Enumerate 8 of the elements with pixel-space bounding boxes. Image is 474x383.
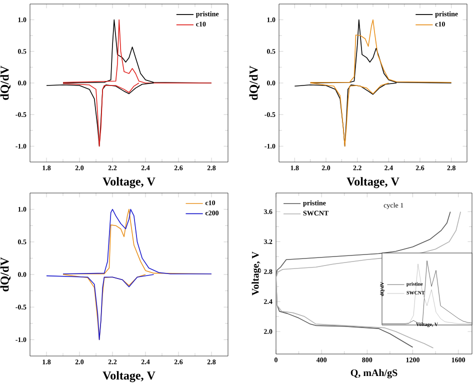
x-axis-title: Q, mAh/gS xyxy=(350,369,398,378)
y-axis-title: Voltage, V xyxy=(252,252,261,296)
y-axis-title: dQ/dV xyxy=(0,257,11,292)
x-axis-title: Voltage, V xyxy=(346,177,400,188)
y-axis-title: dQ/dV xyxy=(249,66,260,100)
x-axis-title: Voltage, V xyxy=(102,177,156,188)
y-axis-title: dQ/dV xyxy=(0,66,11,100)
x-axis-title: Voltage, V xyxy=(102,371,156,382)
